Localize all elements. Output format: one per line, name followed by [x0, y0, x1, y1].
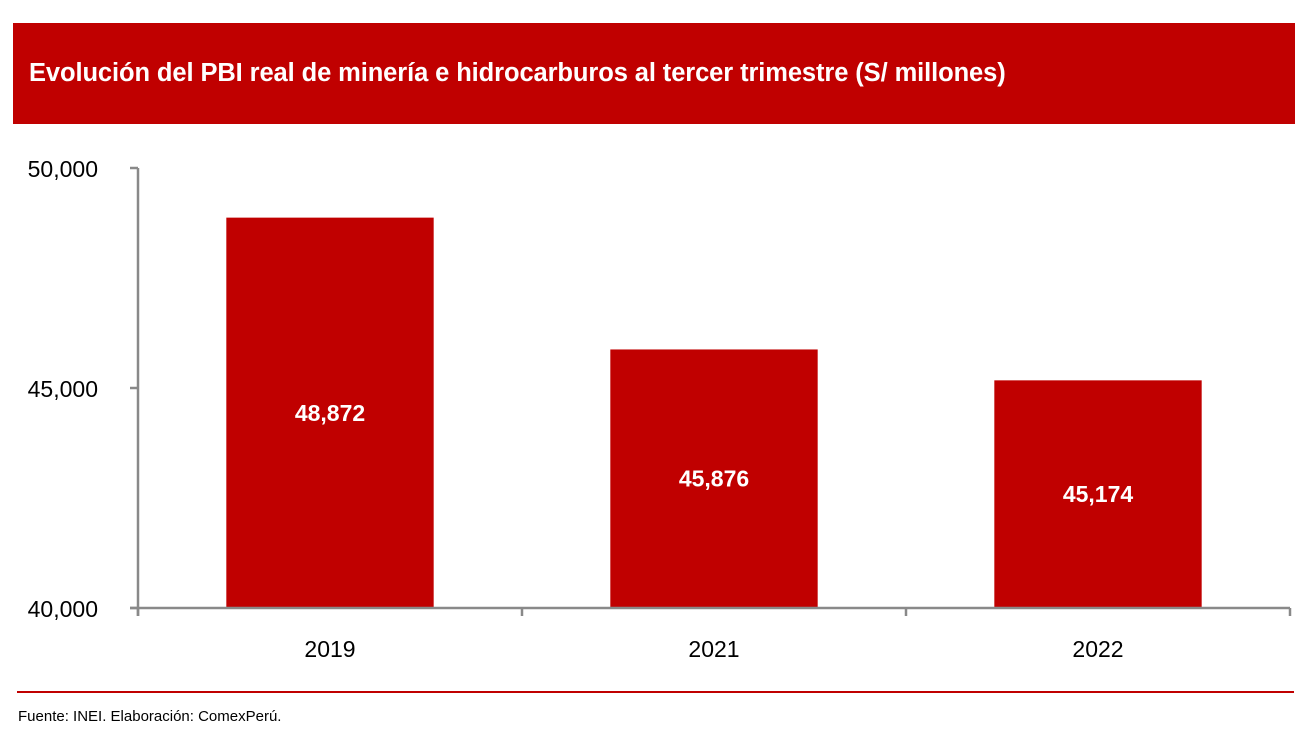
x-tick-label: 2019: [304, 636, 355, 662]
chart-title: Evolución del PBI real de minería e hidr…: [29, 59, 1006, 87]
y-tick-label: 45,000: [28, 376, 98, 402]
y-tick-label: 40,000: [28, 596, 98, 622]
y-tick-label: 50,000: [28, 156, 98, 182]
axes-group: [130, 166, 1292, 616]
value-label: 45,174: [1063, 481, 1134, 507]
value-label: 48,872: [295, 400, 365, 426]
x-tick-label: 2021: [688, 636, 739, 662]
bar-2019: [226, 217, 434, 608]
bar-2021: [610, 349, 818, 608]
footer-divider: [17, 691, 1294, 693]
bar-2022: [994, 380, 1202, 608]
value-label: 45,876: [679, 466, 749, 492]
labels-group: 48,872 2019 45,876 2021 45,174 2022 40,000 45,0…: [28, 156, 1134, 662]
x-tick-label: 2022: [1072, 636, 1123, 662]
bars-group: [226, 217, 1202, 608]
title-banner: Evolución del PBI real de minería e hidr…: [13, 23, 1295, 124]
source-note: Fuente: INEI. Elaboración: ComexPerú.: [18, 708, 282, 725]
